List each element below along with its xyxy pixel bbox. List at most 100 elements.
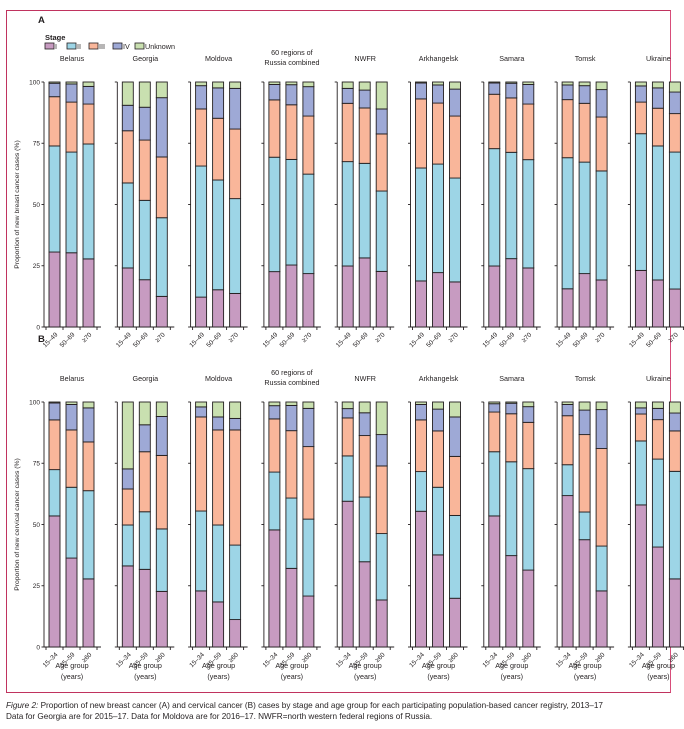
x-axis-label: Age group — [569, 661, 602, 670]
bar-segment-stage-ii — [155, 528, 168, 592]
bar-segment-stage-ii — [561, 464, 574, 497]
bar-segment-stage-iii — [302, 115, 315, 175]
bar-segment-stage-unknown — [65, 81, 78, 85]
bar-35–59: 35–59 — [352, 401, 371, 669]
bar-segment-stage-unknown — [488, 401, 501, 405]
bar-segment-stage-iii — [155, 156, 168, 219]
legend-label: III — [99, 42, 105, 51]
bar-segment-stage-iv — [268, 405, 281, 420]
group-title: Samara — [499, 374, 524, 383]
bar-segment-stage-iii — [651, 419, 664, 460]
bar-segment-stage-ii — [415, 471, 427, 512]
group-title: Arkhangelsk — [419, 54, 459, 63]
x-axis-label: Age group — [495, 661, 528, 670]
bar-segment-stage-unknown — [432, 401, 444, 410]
bar-35–59: 35–59 — [425, 401, 444, 669]
bar-segment-stage-ii — [505, 461, 518, 557]
bar-segment-stage-iv — [415, 82, 427, 100]
x-tick-label: ≥70 — [594, 331, 607, 344]
bar-segment-stage-ii — [651, 458, 664, 548]
bar-segment-stage-i — [522, 569, 535, 648]
bar-≥60: ≥60 — [81, 401, 95, 664]
bar-segment-stage-unknown — [48, 401, 61, 404]
bar-segment-stage-ii — [634, 133, 647, 271]
group-arkhangelsk: Arkhangelsk 15–49 50–69 ≥70 — [408, 54, 468, 349]
bar-50–69: 50–69 — [59, 81, 78, 349]
bar-segment-stage-i — [229, 619, 242, 648]
bar-segment-stage-iii — [432, 430, 444, 488]
bar-segment-stage-iii — [415, 98, 427, 169]
bar-segment-stage-ii — [634, 440, 647, 506]
x-axis-label: (years) — [574, 672, 596, 681]
bar-≥70: ≥70 — [81, 81, 95, 344]
bar-≥60: ≥60 — [301, 401, 315, 664]
group-belarus: Belarus 15–49 50–69 ≥70 — [41, 54, 101, 349]
legend-swatch — [66, 42, 77, 50]
bar-segment-stage-iv — [668, 91, 681, 115]
bar-segment-stage-i — [212, 601, 225, 648]
bar-segment-stage-unknown — [195, 401, 208, 408]
x-axis-label: Age group — [642, 661, 675, 670]
bar-segment-stage-i — [561, 288, 574, 328]
bar-segment-stage-ii — [138, 511, 151, 570]
bar-segment-stage-unknown — [121, 81, 134, 106]
bar-segment-stage-ii — [65, 151, 78, 254]
bar-segment-stage-iv — [449, 416, 461, 457]
x-tick-label: 15–49 — [262, 331, 280, 349]
bar-segment-stage-unknown — [302, 81, 315, 88]
group-georgia: Georgia 15–49 50–69 ≥70 — [114, 54, 175, 349]
x-axis-label: (years) — [501, 672, 523, 681]
legend-item-ii: II — [66, 42, 81, 51]
legend-item-iii: III — [88, 42, 105, 51]
bar-segment-stage-iv — [651, 407, 664, 421]
bar-segment-stage-unknown — [449, 401, 461, 418]
bar-segment-stage-iii — [229, 429, 242, 546]
y-tick-label: 100 — [29, 399, 40, 406]
bar-segment-stage-unknown — [285, 81, 298, 86]
bar-segment-stage-iii — [155, 454, 168, 530]
bar-segment-stage-iii — [522, 421, 535, 470]
bar-segment-stage-ii — [595, 545, 608, 592]
y-axis-label: Proportion of new breast cancer cases (%… — [14, 140, 21, 268]
bar-segment-stage-unknown — [82, 401, 95, 409]
bar-segment-stage-ii — [522, 468, 535, 571]
legend-label: Unknown — [145, 42, 175, 51]
bar-segment-stage-unknown — [415, 81, 427, 84]
x-tick-label: 50–69 — [572, 331, 590, 349]
bar-segment-stage-ii — [505, 151, 518, 260]
bar-segment-stage-i — [341, 265, 354, 328]
bar-segment-stage-iii — [634, 101, 647, 135]
bar-segment-stage-iii — [268, 99, 281, 158]
y-tick-label: 0 — [36, 644, 40, 651]
bar-≥60: ≥60 — [521, 401, 535, 664]
bar-35–59: 35–59 — [645, 401, 664, 669]
legend-item-iv: IV — [112, 42, 130, 51]
bar-segment-stage-iv — [578, 85, 591, 104]
bar-35–59: 35–59 — [132, 401, 151, 669]
bar-segment-stage-unknown — [668, 401, 681, 414]
bar-segment-stage-iv — [65, 83, 78, 103]
bar-segment-stage-unknown — [668, 81, 681, 93]
x-axis-label: (years) — [647, 672, 669, 681]
bar-segment-stage-iv — [121, 468, 134, 490]
bar-segment-stage-ii — [488, 148, 501, 267]
bar-segment-stage-iv — [561, 404, 574, 417]
bar-segment-stage-ii — [195, 165, 208, 298]
legend-item-i: I — [44, 42, 57, 51]
bar-segment-stage-unknown — [229, 401, 242, 419]
legend-label: IV — [123, 42, 130, 51]
bar-segment-stage-ii — [48, 145, 61, 253]
bar-segment-stage-iv — [155, 416, 168, 456]
bar-segment-stage-i — [302, 273, 315, 328]
x-tick-label: 50–69 — [498, 331, 516, 349]
bar-segment-stage-iv — [595, 409, 608, 449]
bar-segment-stage-unknown — [578, 401, 591, 411]
group-title: Russia combined — [264, 378, 319, 387]
bar-segment-stage-iii — [415, 419, 427, 473]
bar-35–59: 35–59 — [205, 401, 225, 669]
y-tick-label: 100 — [29, 79, 40, 86]
bar-segment-stage-iv — [358, 412, 371, 437]
bar-segment-stage-iv — [668, 412, 681, 432]
